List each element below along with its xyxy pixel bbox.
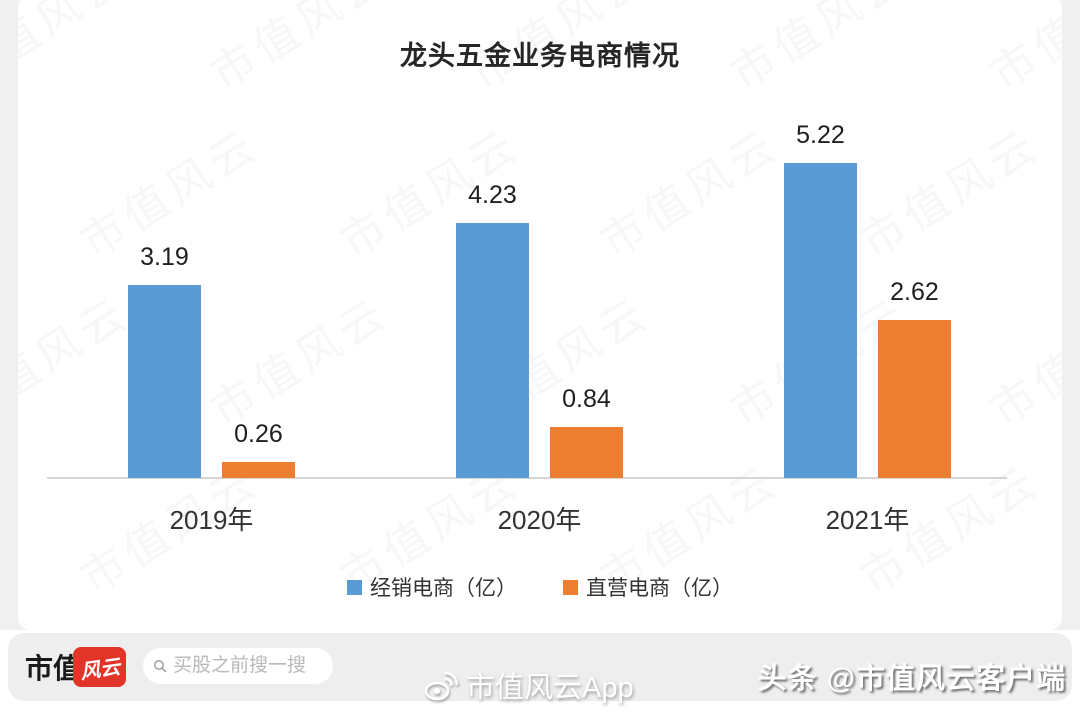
brand-logo-text: 风云 — [78, 655, 122, 684]
plot-area: 3.19 0.26 2019年 4.23 0.84 2020年 5.22 2.62 2021年 — [18, 0, 1062, 630]
weibo-icon — [424, 671, 459, 701]
chart-title: 龙头五金业务电商情况 — [400, 41, 680, 71]
bar-value-label: 2.62 — [890, 278, 939, 306]
bar-value-label: 0.84 — [562, 385, 611, 413]
search-icon — [154, 660, 167, 673]
x-axis-tick-label: 2021年 — [825, 505, 910, 535]
bar-value-label: 4.23 — [468, 181, 517, 209]
bar-直营电商（亿）-2020年 — [550, 427, 623, 478]
bar-直营电商（亿）-2019年 — [222, 462, 295, 478]
legend-label: 经销电商（亿） — [370, 577, 517, 600]
bar-value-label: 3.19 — [140, 243, 189, 271]
chart-legend: 经销电商（亿） 直营电商（亿） — [18, 572, 1062, 602]
legend-item-direct-ecommerce: 直营电商（亿） — [563, 572, 733, 602]
app-search-bar: 市值 风云 — [8, 633, 1072, 701]
bar-经销电商（亿）-2020年 — [456, 223, 529, 478]
legend-swatch-blue — [347, 579, 362, 595]
weibo-watermark-text: 市值风云App — [466, 672, 634, 704]
page-background: 市值风云 市值风云 市值风云 市值风云 市值风云 市值风云 市值风云 市值风云 市值风云 市值风云… — [0, 0, 1080, 630]
legend-swatch-orange — [563, 579, 578, 595]
x-axis-tick-label: 2020年 — [497, 505, 582, 535]
x-axis-line — [47, 477, 1007, 479]
bar-经销电商（亿）-2019年 — [128, 285, 201, 478]
footer-section: 市值 风云 市值风云App 头条 @市值风云客户端 — [0, 630, 1080, 714]
weibo-watermark: 市值风云App — [424, 664, 634, 706]
legend-label: 直营电商（亿） — [586, 577, 733, 600]
bar-直营电商（亿）-2021年 — [878, 320, 951, 478]
credit-watermark-text: 头条 @市值风云客户端 — [757, 663, 1066, 695]
search-input[interactable] — [173, 655, 323, 677]
bar-value-label: 0.26 — [234, 420, 283, 448]
legend-item-distribution-ecommerce: 经销电商（亿） — [347, 572, 517, 602]
bar-value-label: 5.22 — [796, 121, 845, 149]
search-box[interactable] — [143, 648, 333, 684]
x-axis-tick-label: 2019年 — [169, 505, 254, 535]
bar-经销电商（亿）-2021年 — [784, 163, 857, 478]
chart-card: 市值风云 市值风云 市值风云 市值风云 市值风云 市值风云 市值风云 市值风云 市值风云 市值风云… — [18, 0, 1062, 630]
brand-name-text: 市值 — [25, 653, 82, 684]
brand-logo: 风云 — [73, 647, 126, 687]
